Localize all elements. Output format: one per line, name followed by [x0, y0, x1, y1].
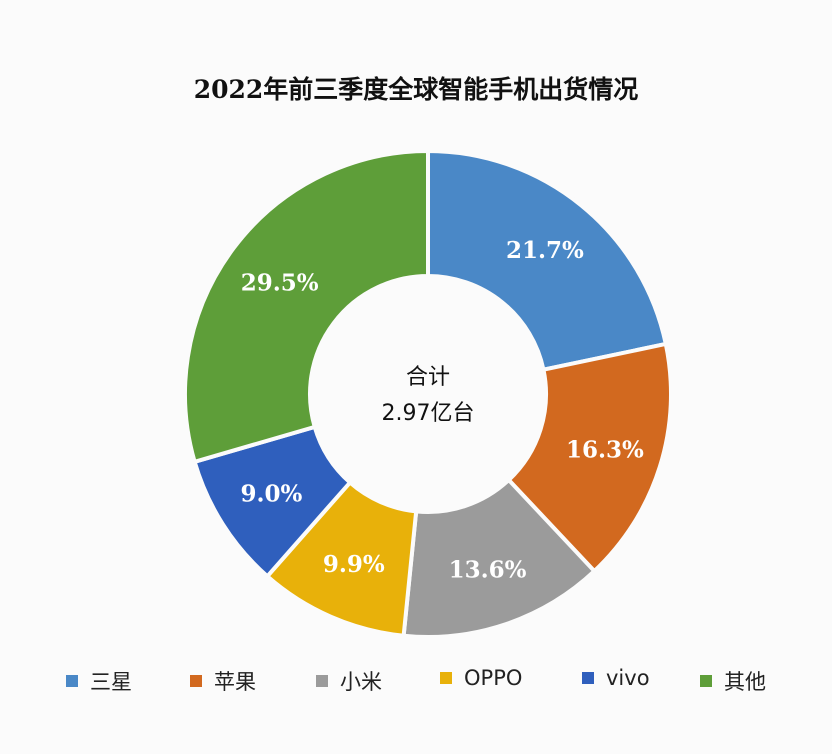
- legend-swatch: [66, 675, 78, 687]
- legend-swatch: [440, 672, 452, 684]
- legend-swatch: [190, 675, 202, 687]
- slice-苹果: [505, 341, 673, 574]
- legend-swatch: [582, 672, 594, 684]
- data-label: 16.3%: [566, 437, 644, 464]
- legend-swatch: [316, 675, 328, 687]
- legend-item: 小米: [316, 666, 382, 696]
- chart-title: 2022年前三季度全球智能手机出货情况: [193, 75, 639, 104]
- data-label: 9.9%: [323, 551, 385, 578]
- legend-item: 苹果: [190, 666, 256, 696]
- legend-item: 三星: [66, 666, 132, 696]
- legend-label: OPPO: [464, 666, 523, 690]
- data-label: 29.5%: [241, 270, 319, 297]
- legend-item: vivo: [582, 666, 650, 690]
- center-label-line2: 2.97亿台: [382, 401, 475, 426]
- data-label: 13.6%: [449, 557, 527, 584]
- legend-label: vivo: [606, 666, 650, 690]
- slice-三星: [426, 148, 669, 373]
- legend-item: OPPO: [440, 666, 522, 690]
- legend-label: 小米: [340, 670, 382, 694]
- data-label: 9.0%: [240, 480, 302, 507]
- center-label-line1: 合计: [406, 365, 450, 390]
- legend-label: 其他: [724, 670, 766, 694]
- legend-item: 其他: [700, 666, 766, 696]
- legend-label: 三星: [90, 670, 132, 694]
- legend-label: 苹果: [214, 670, 256, 694]
- slice-其他: [183, 148, 430, 465]
- data-label: 21.7%: [506, 237, 584, 264]
- legend-swatch: [700, 675, 712, 687]
